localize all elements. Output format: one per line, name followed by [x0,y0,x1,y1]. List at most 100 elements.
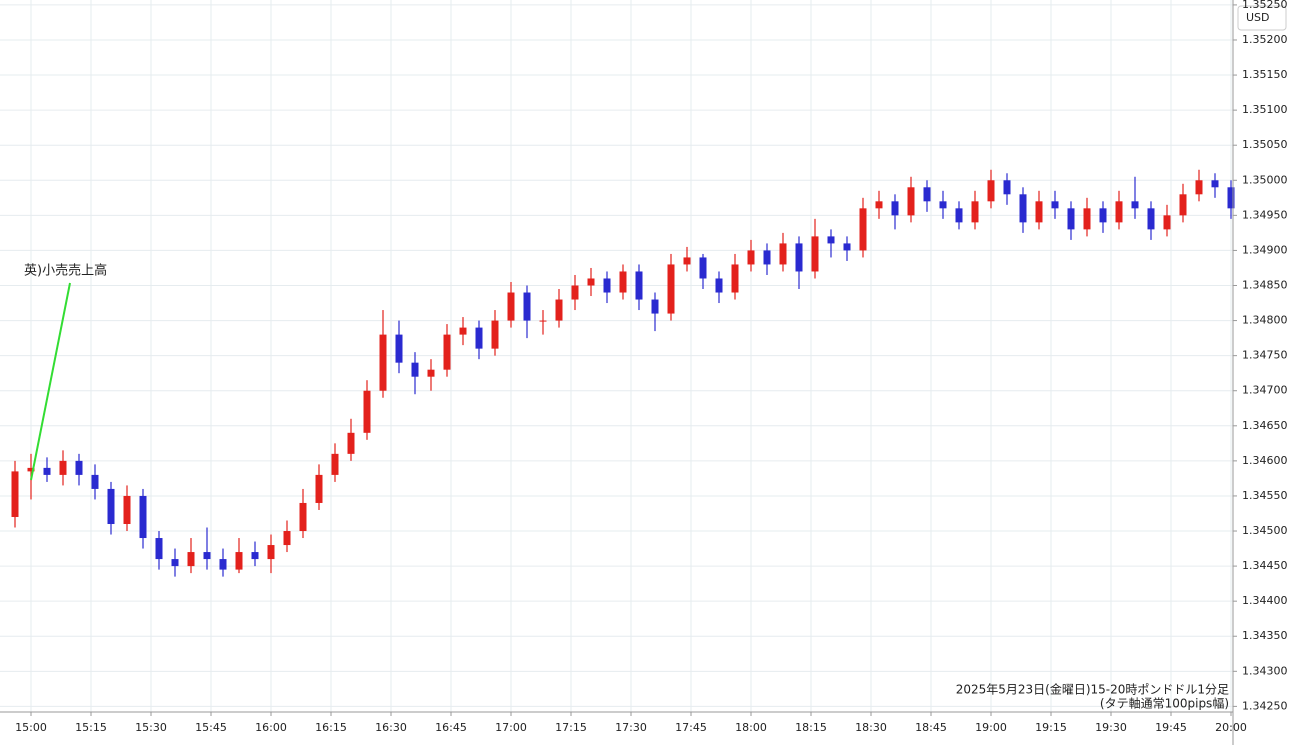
candle-body [571,285,579,300]
candle-body [667,264,675,314]
candle-body [859,208,867,251]
candle-body [1163,215,1171,230]
y-tick-label: 1.34300 [1242,664,1288,677]
candle-body [331,453,339,475]
candle-body [699,257,707,279]
candle-body [267,545,275,560]
candle-body [1099,208,1107,223]
candle-body [475,327,483,349]
x-tick-label: 18:45 [915,721,947,734]
y-tick-label: 1.35000 [1242,173,1288,186]
candle-body [539,320,547,322]
candle-body [123,495,131,525]
y-tick-label: 1.34600 [1242,454,1288,467]
candle-body [811,236,819,272]
candle-body [251,552,259,560]
candle-body [1115,201,1123,223]
y-tick-label: 1.34750 [1242,349,1288,362]
y-tick-label: 1.35200 [1242,33,1288,46]
x-tick-label: 15:15 [75,721,107,734]
candle-body [203,552,211,560]
candle-body [91,474,99,489]
y-tick-label: 1.35100 [1242,103,1288,116]
candle-body [763,250,771,265]
candle-body [363,390,371,433]
candle-body [59,460,67,475]
candle-body [459,327,467,335]
candle-body [491,320,499,349]
candle-body [795,243,803,272]
x-tick-label: 18:15 [795,721,827,734]
x-tick-label: 19:45 [1155,721,1187,734]
x-tick-label: 18:00 [735,721,767,734]
x-tick-label: 15:45 [195,721,227,734]
candle-body [43,467,51,475]
candle-body [971,201,979,223]
candle-body [315,474,323,503]
candle-body [219,559,227,570]
y-tick-label: 1.35150 [1242,68,1288,81]
y-tick-label: 1.34400 [1242,594,1288,607]
y-tick-label: 1.34550 [1242,489,1288,502]
candle-body [955,208,963,223]
y-tick-label: 1.34900 [1242,243,1288,256]
candle-body [1131,201,1139,209]
annotation-line [30,282,71,481]
x-tick-label: 19:15 [1035,721,1067,734]
candle-body [635,271,643,300]
currency-box [1237,5,1287,31]
candle-body [347,432,355,454]
candle-body [1051,201,1059,209]
candle-body [603,278,611,293]
candle-body [27,467,35,472]
candle-body [75,460,83,475]
candle-body [923,187,931,202]
candle-body [299,502,307,532]
candle-body [427,369,435,377]
candle-body [1195,180,1203,195]
candle-body [555,299,563,321]
y-tick-label: 1.34850 [1242,279,1288,292]
candle-body [1227,187,1235,209]
candles [11,169,1235,577]
candle-body [843,243,851,251]
candle-body [907,187,915,216]
x-tick-label: 15:00 [15,721,47,734]
y-tick-label: 1.34350 [1242,629,1288,642]
y-tick-label: 1.35050 [1242,138,1288,151]
x-tick-label: 16:45 [435,721,467,734]
y-tick-label: 1.34500 [1242,524,1288,537]
caption: (タテ軸通常100pips幅) [1100,696,1229,711]
candle-body [987,180,995,202]
candle-body [443,334,451,370]
candle-body [715,278,723,293]
candle-body [107,488,115,525]
y-tick-label: 1.34800 [1242,314,1288,327]
y-tick-label: 1.34450 [1242,559,1288,572]
candle-body [1083,208,1091,230]
candle-body [1003,180,1011,195]
y-tick-label: 1.34650 [1242,419,1288,432]
candle-body [507,292,515,321]
candle-body [939,201,947,209]
candle-body [1211,180,1219,188]
candle-body [379,334,387,391]
candle-body [283,531,291,546]
x-tick-label: 15:30 [135,721,167,734]
candle-body [411,362,419,377]
candle-body [683,257,691,265]
y-tick-label: 1.34250 [1242,699,1288,712]
candle-body [779,243,787,265]
candle-body [651,299,659,314]
candle-body [523,292,531,321]
candle-body [395,334,403,363]
candle-body [1179,194,1187,216]
y-tick-label: 1.35250 [1242,0,1288,11]
x-tick-label: 16:00 [255,721,287,734]
x-tick-label: 18:30 [855,721,887,734]
candle-body [155,538,163,560]
x-tick-label: 16:30 [375,721,407,734]
candle-body [731,264,739,293]
y-axis-label: USD [1246,11,1270,24]
